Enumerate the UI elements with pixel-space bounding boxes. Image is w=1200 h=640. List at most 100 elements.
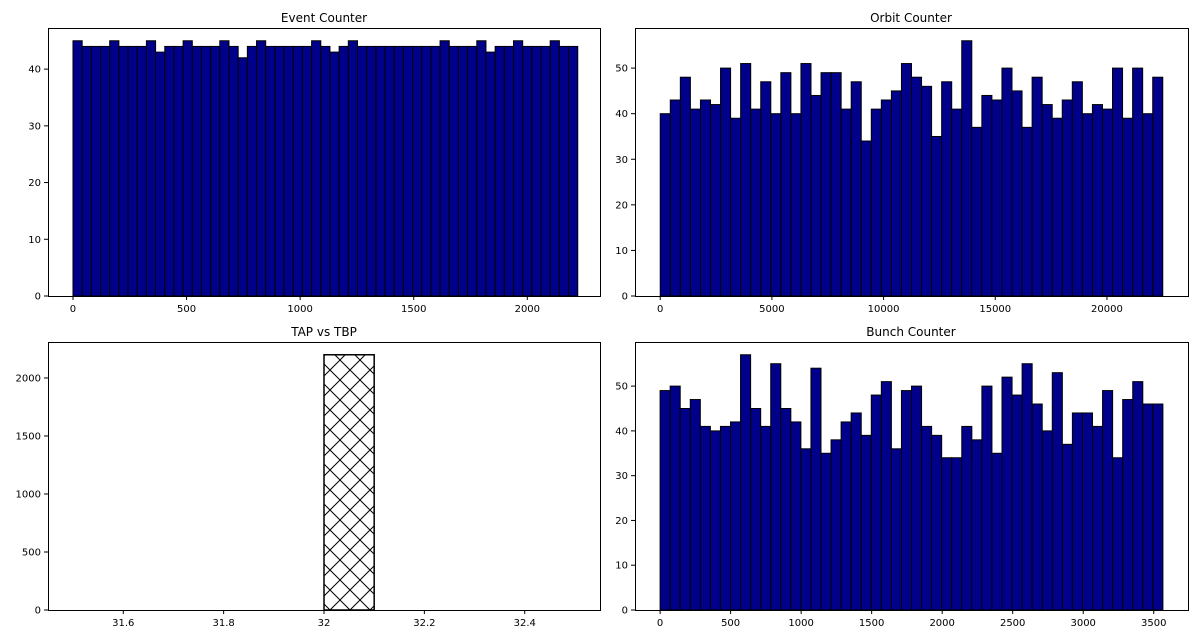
orbit-counter-bar xyxy=(900,63,913,297)
orbit-counter-bar xyxy=(659,113,671,297)
event-counter-bar xyxy=(439,40,450,297)
orbit-counter-bar xyxy=(981,94,993,297)
event-counter-bar xyxy=(100,45,111,297)
event-counter-y-tick-label: 0 xyxy=(35,292,41,303)
bunch-counter-bar xyxy=(1112,457,1124,611)
bunch-counter-x-tick-label: 2000 xyxy=(929,618,954,629)
event-counter-bar xyxy=(210,45,221,297)
orbit-counter-bar xyxy=(1011,90,1023,297)
tap-vs-tbp-x-tick-label: 32.2 xyxy=(413,618,435,629)
bunch-counter-bar xyxy=(991,452,1003,611)
event-counter-bar xyxy=(513,40,524,297)
bunch-counter-bar xyxy=(971,439,983,611)
bunch-counter-x-tick-label: 3000 xyxy=(1070,618,1095,629)
bunch-counter-x-tick-label: 1000 xyxy=(788,618,813,629)
event-counter-bar xyxy=(503,45,515,297)
orbit-counter-bar xyxy=(1021,126,1033,297)
bunch-counter-bar xyxy=(1041,430,1053,611)
bunch-counter-bar xyxy=(1081,412,1094,611)
tap-vs-tbp-bars xyxy=(323,354,375,611)
orbit-counter-bar xyxy=(669,99,681,297)
bunch-counter-y-tick-label: 30 xyxy=(615,471,628,482)
tap-vs-tbp-x-tick-label: 32 xyxy=(318,618,331,629)
event-counter-bar xyxy=(549,40,560,297)
tap-vs-tbp-panel: TAP vs TBP 31.6 31.8 32 32.2 32.4 0 500 1000 150… xyxy=(16,325,601,629)
orbit-counter-bar xyxy=(1122,117,1134,297)
event-counter-y-tick-label: 30 xyxy=(28,121,41,132)
bunch-counter-bar xyxy=(820,452,832,611)
event-counter-bar xyxy=(274,45,285,297)
event-counter-bar xyxy=(301,45,313,297)
orbit-counter-bar xyxy=(1091,104,1103,297)
orbit-counter-bar xyxy=(931,135,943,297)
event-counter-bar xyxy=(127,45,138,297)
bunch-counter-bar xyxy=(740,354,752,611)
orbit-counter-bar xyxy=(810,94,822,297)
bunch-counter-bar xyxy=(780,408,792,611)
event-counter-bar xyxy=(200,45,212,297)
bunch-counter-axes-frame xyxy=(635,342,1189,611)
bunch-counter-bar xyxy=(800,448,812,611)
orbit-counter-y-tick-label: 30 xyxy=(615,155,628,166)
bunch-counter-bar xyxy=(679,408,691,611)
bunch-counter-bar xyxy=(981,385,993,611)
orbit-counter-bar xyxy=(1051,117,1063,297)
event-counter-bar xyxy=(173,45,184,297)
bunch-counter-bar xyxy=(1071,412,1083,611)
orbit-counter-title: Orbit Counter xyxy=(870,11,952,25)
bunch-counter-y-tick-label: 10 xyxy=(615,561,628,572)
bunch-counter-title: Bunch Counter xyxy=(866,325,955,339)
bunch-counter-bar xyxy=(840,421,852,611)
tap-vs-tbp-x-tick-label: 31.8 xyxy=(213,618,235,629)
bunch-counter-bar xyxy=(850,412,862,611)
orbit-counter-bar xyxy=(780,72,792,297)
orbit-counter-bar xyxy=(1142,113,1154,297)
event-counter-x-tick-label: 0 xyxy=(70,304,76,315)
event-counter-bar xyxy=(421,45,432,297)
orbit-counter-bar xyxy=(740,63,752,297)
orbit-counter-x-tick-label: 10000 xyxy=(868,304,900,315)
orbit-counter-bar xyxy=(911,76,923,297)
event-counter-axes-frame xyxy=(48,28,601,297)
orbit-counter-bar xyxy=(750,108,762,297)
orbit-counter-y-tick-label: 20 xyxy=(615,200,628,211)
bunch-counter-bar xyxy=(1011,394,1023,611)
bunch-counter-bar xyxy=(790,421,802,611)
bunch-counter-x-tick-label: 0 xyxy=(657,618,663,629)
orbit-counter-bar xyxy=(850,81,862,297)
tap-vs-tbp-ticks: 31.6 31.8 32 32.2 32.4 0 500 1000 1500 2000 xyxy=(16,373,536,629)
orbit-counter-bar xyxy=(1081,113,1093,297)
bunch-counter-y-tick-label: 50 xyxy=(615,382,628,393)
bunch-counter-bar xyxy=(1142,403,1154,611)
event-counter-bar xyxy=(311,40,322,297)
event-counter-bar xyxy=(568,45,579,297)
event-counter-bar xyxy=(256,40,267,297)
event-counter-bar xyxy=(356,45,368,297)
event-counter-bar xyxy=(136,45,147,297)
orbit-counter-bar xyxy=(1152,76,1164,297)
bunch-counter-bar xyxy=(900,390,913,611)
event-counter-x-tick-label: 1500 xyxy=(401,304,426,315)
event-counter-bar xyxy=(329,51,340,297)
tap-vs-tbp-x-tick-label: 32.4 xyxy=(514,618,536,629)
event-counter-bar xyxy=(182,40,193,297)
orbit-counter-bar xyxy=(830,72,842,297)
bunch-counter-bar xyxy=(921,425,933,611)
event-counter-bar xyxy=(531,45,542,297)
orbit-counter-x-tick-label: 15000 xyxy=(979,304,1011,315)
event-counter-bar xyxy=(522,45,533,297)
event-counter-bar xyxy=(292,45,303,297)
bunch-counter-bar xyxy=(810,367,822,611)
tap-vs-tbp-bar xyxy=(323,354,375,611)
event-counter-bar xyxy=(164,45,175,297)
orbit-counter-bar xyxy=(991,99,1003,297)
orbit-counter-x-tick-label: 0 xyxy=(657,304,663,315)
bunch-counter-bar xyxy=(689,399,701,611)
bunch-counter-bar xyxy=(1061,443,1073,611)
event-counter-bar xyxy=(109,40,120,297)
orbit-counter-bar xyxy=(790,113,802,297)
orbit-counter-panel: Orbit Counter 0 5000 10000 15000 20000 0 10 20 3… xyxy=(615,11,1189,315)
event-counter-x-tick-label: 1000 xyxy=(287,304,312,315)
event-counter-bar xyxy=(90,45,102,297)
